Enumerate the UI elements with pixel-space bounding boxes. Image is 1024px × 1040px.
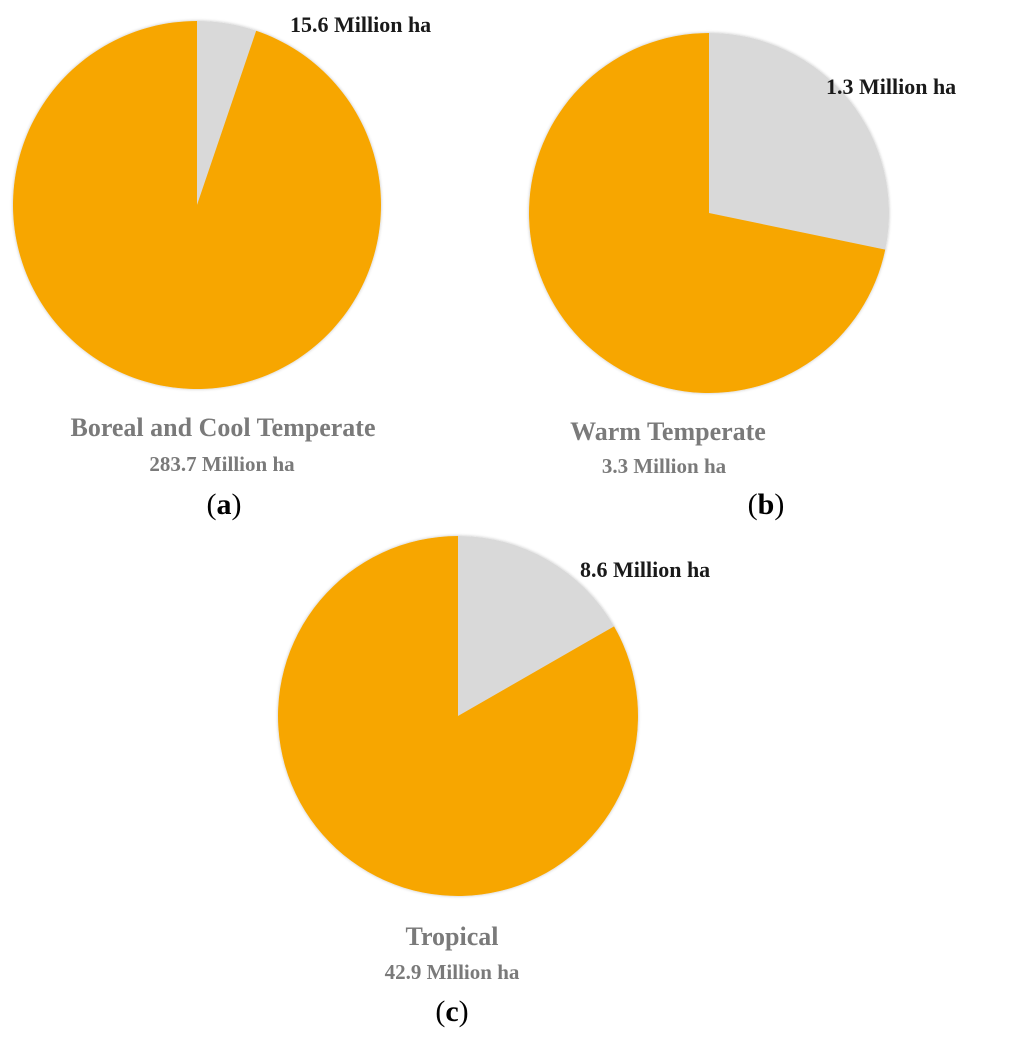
pie-slice-b-major — [529, 33, 886, 393]
pie-slice-a-minor — [197, 21, 257, 205]
pie-group-b — [529, 33, 889, 393]
chart-subtitle-c: 42.9 Million ha — [384, 960, 520, 984]
pie-slice-a-major — [13, 21, 382, 389]
chart-title-a: Boreal and Cool Temperate — [70, 413, 376, 442]
slice-label-b: 1.3 Million ha — [826, 74, 957, 99]
pie-slice-c-minor — [458, 536, 615, 716]
pie-slice-c-major — [278, 536, 639, 896]
panel-label-c: (c) — [435, 995, 469, 1028]
chart-title-b: Warm Temperate — [570, 417, 766, 446]
pie-group-a — [13, 21, 382, 389]
pie-group-c — [278, 536, 639, 896]
chart-subtitle-a: 283.7 Million ha — [149, 452, 295, 476]
chart-title-c: Tropical — [405, 922, 499, 951]
panel-label-b: (b) — [747, 488, 785, 521]
chart-subtitle-b: 3.3 Million ha — [601, 454, 727, 478]
slice-label-c: 8.6 Million ha — [580, 557, 711, 582]
panel-label-a: (a) — [206, 488, 242, 521]
pie-slice-b-minor — [709, 33, 889, 250]
slice-label-a: 15.6 Million ha — [290, 12, 432, 37]
